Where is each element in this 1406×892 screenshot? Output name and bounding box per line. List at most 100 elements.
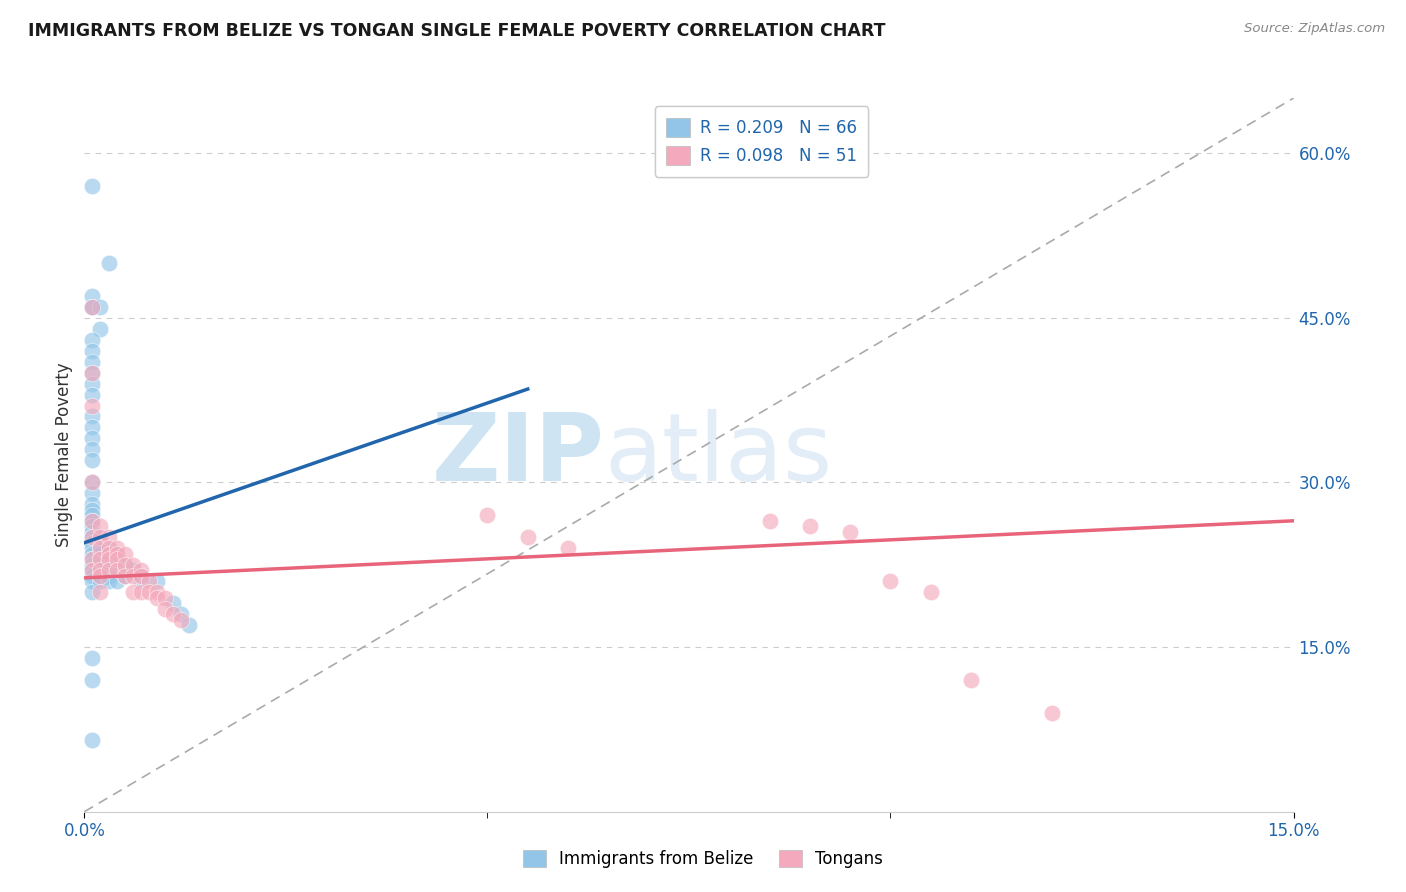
Text: atlas: atlas <box>605 409 832 501</box>
Point <box>114 547 136 561</box>
Point <box>179 618 201 632</box>
Point <box>153 601 176 615</box>
Point <box>82 503 104 517</box>
Point <box>170 613 193 627</box>
Point <box>129 585 152 599</box>
Point <box>1040 706 1063 720</box>
Point <box>89 585 111 599</box>
Point <box>97 547 120 561</box>
Point <box>121 558 143 572</box>
Point <box>97 568 120 582</box>
Point <box>97 530 120 544</box>
Point <box>82 514 104 528</box>
Point <box>97 552 120 566</box>
Point <box>129 568 152 582</box>
Point <box>146 574 169 589</box>
Point <box>89 563 111 577</box>
Point <box>105 552 128 566</box>
Point <box>82 399 104 413</box>
Point <box>82 530 104 544</box>
Point <box>162 596 184 610</box>
Point <box>82 574 104 589</box>
Point <box>114 568 136 582</box>
Point <box>82 585 104 599</box>
Point <box>89 519 111 533</box>
Point <box>82 366 104 380</box>
Point <box>82 651 104 665</box>
Point <box>114 568 136 582</box>
Point <box>129 568 152 582</box>
Point <box>89 563 111 577</box>
Point <box>138 585 160 599</box>
Point <box>146 585 169 599</box>
Point <box>82 475 104 490</box>
Point <box>97 547 120 561</box>
Point <box>82 563 104 577</box>
Point <box>89 535 111 549</box>
Point <box>82 409 104 424</box>
Point <box>105 552 128 566</box>
Point <box>82 289 104 303</box>
Text: IMMIGRANTS FROM BELIZE VS TONGAN SINGLE FEMALE POVERTY CORRELATION CHART: IMMIGRANTS FROM BELIZE VS TONGAN SINGLE … <box>28 22 886 40</box>
Point <box>97 541 120 556</box>
Point <box>82 387 104 401</box>
Point <box>82 300 104 314</box>
Point <box>82 497 104 511</box>
Point <box>89 552 111 566</box>
Point <box>82 552 104 566</box>
Legend: R = 0.209   N = 66, R = 0.098   N = 51: R = 0.209 N = 66, R = 0.098 N = 51 <box>655 106 869 177</box>
Point <box>82 366 104 380</box>
Point <box>129 563 152 577</box>
Point <box>89 530 111 544</box>
Point <box>89 530 111 544</box>
Point <box>82 558 104 572</box>
Point <box>879 574 901 589</box>
Point <box>82 420 104 434</box>
Point <box>170 607 193 621</box>
Y-axis label: Single Female Poverty: Single Female Poverty <box>55 363 73 547</box>
Point <box>82 547 104 561</box>
Text: Source: ZipAtlas.com: Source: ZipAtlas.com <box>1244 22 1385 36</box>
Point <box>89 300 111 314</box>
Point <box>89 552 111 566</box>
Point <box>82 376 104 391</box>
Point <box>516 530 538 544</box>
Point <box>82 530 104 544</box>
Point <box>82 486 104 500</box>
Point <box>97 563 120 577</box>
Point <box>89 541 111 556</box>
Point <box>82 733 104 747</box>
Point <box>920 585 942 599</box>
Point <box>82 343 104 358</box>
Point <box>89 558 111 572</box>
Point <box>82 673 104 687</box>
Point <box>82 300 104 314</box>
Point <box>89 568 111 582</box>
Point <box>82 453 104 467</box>
Point <box>97 256 120 270</box>
Point <box>82 442 104 457</box>
Text: ZIP: ZIP <box>432 409 605 501</box>
Point <box>162 607 184 621</box>
Point <box>82 178 104 193</box>
Point <box>97 563 120 577</box>
Point <box>82 300 104 314</box>
Point <box>839 524 862 539</box>
Point <box>82 535 104 549</box>
Point <box>121 585 143 599</box>
Point <box>82 524 104 539</box>
Point <box>105 547 128 561</box>
Point <box>82 514 104 528</box>
Point <box>138 574 160 589</box>
Point <box>960 673 983 687</box>
Point <box>89 541 111 556</box>
Point <box>82 475 104 490</box>
Point <box>89 568 111 582</box>
Point <box>82 552 104 566</box>
Point <box>89 574 111 589</box>
Point <box>82 333 104 347</box>
Point <box>121 568 143 582</box>
Point <box>105 574 128 589</box>
Point <box>557 541 579 556</box>
Point <box>82 354 104 368</box>
